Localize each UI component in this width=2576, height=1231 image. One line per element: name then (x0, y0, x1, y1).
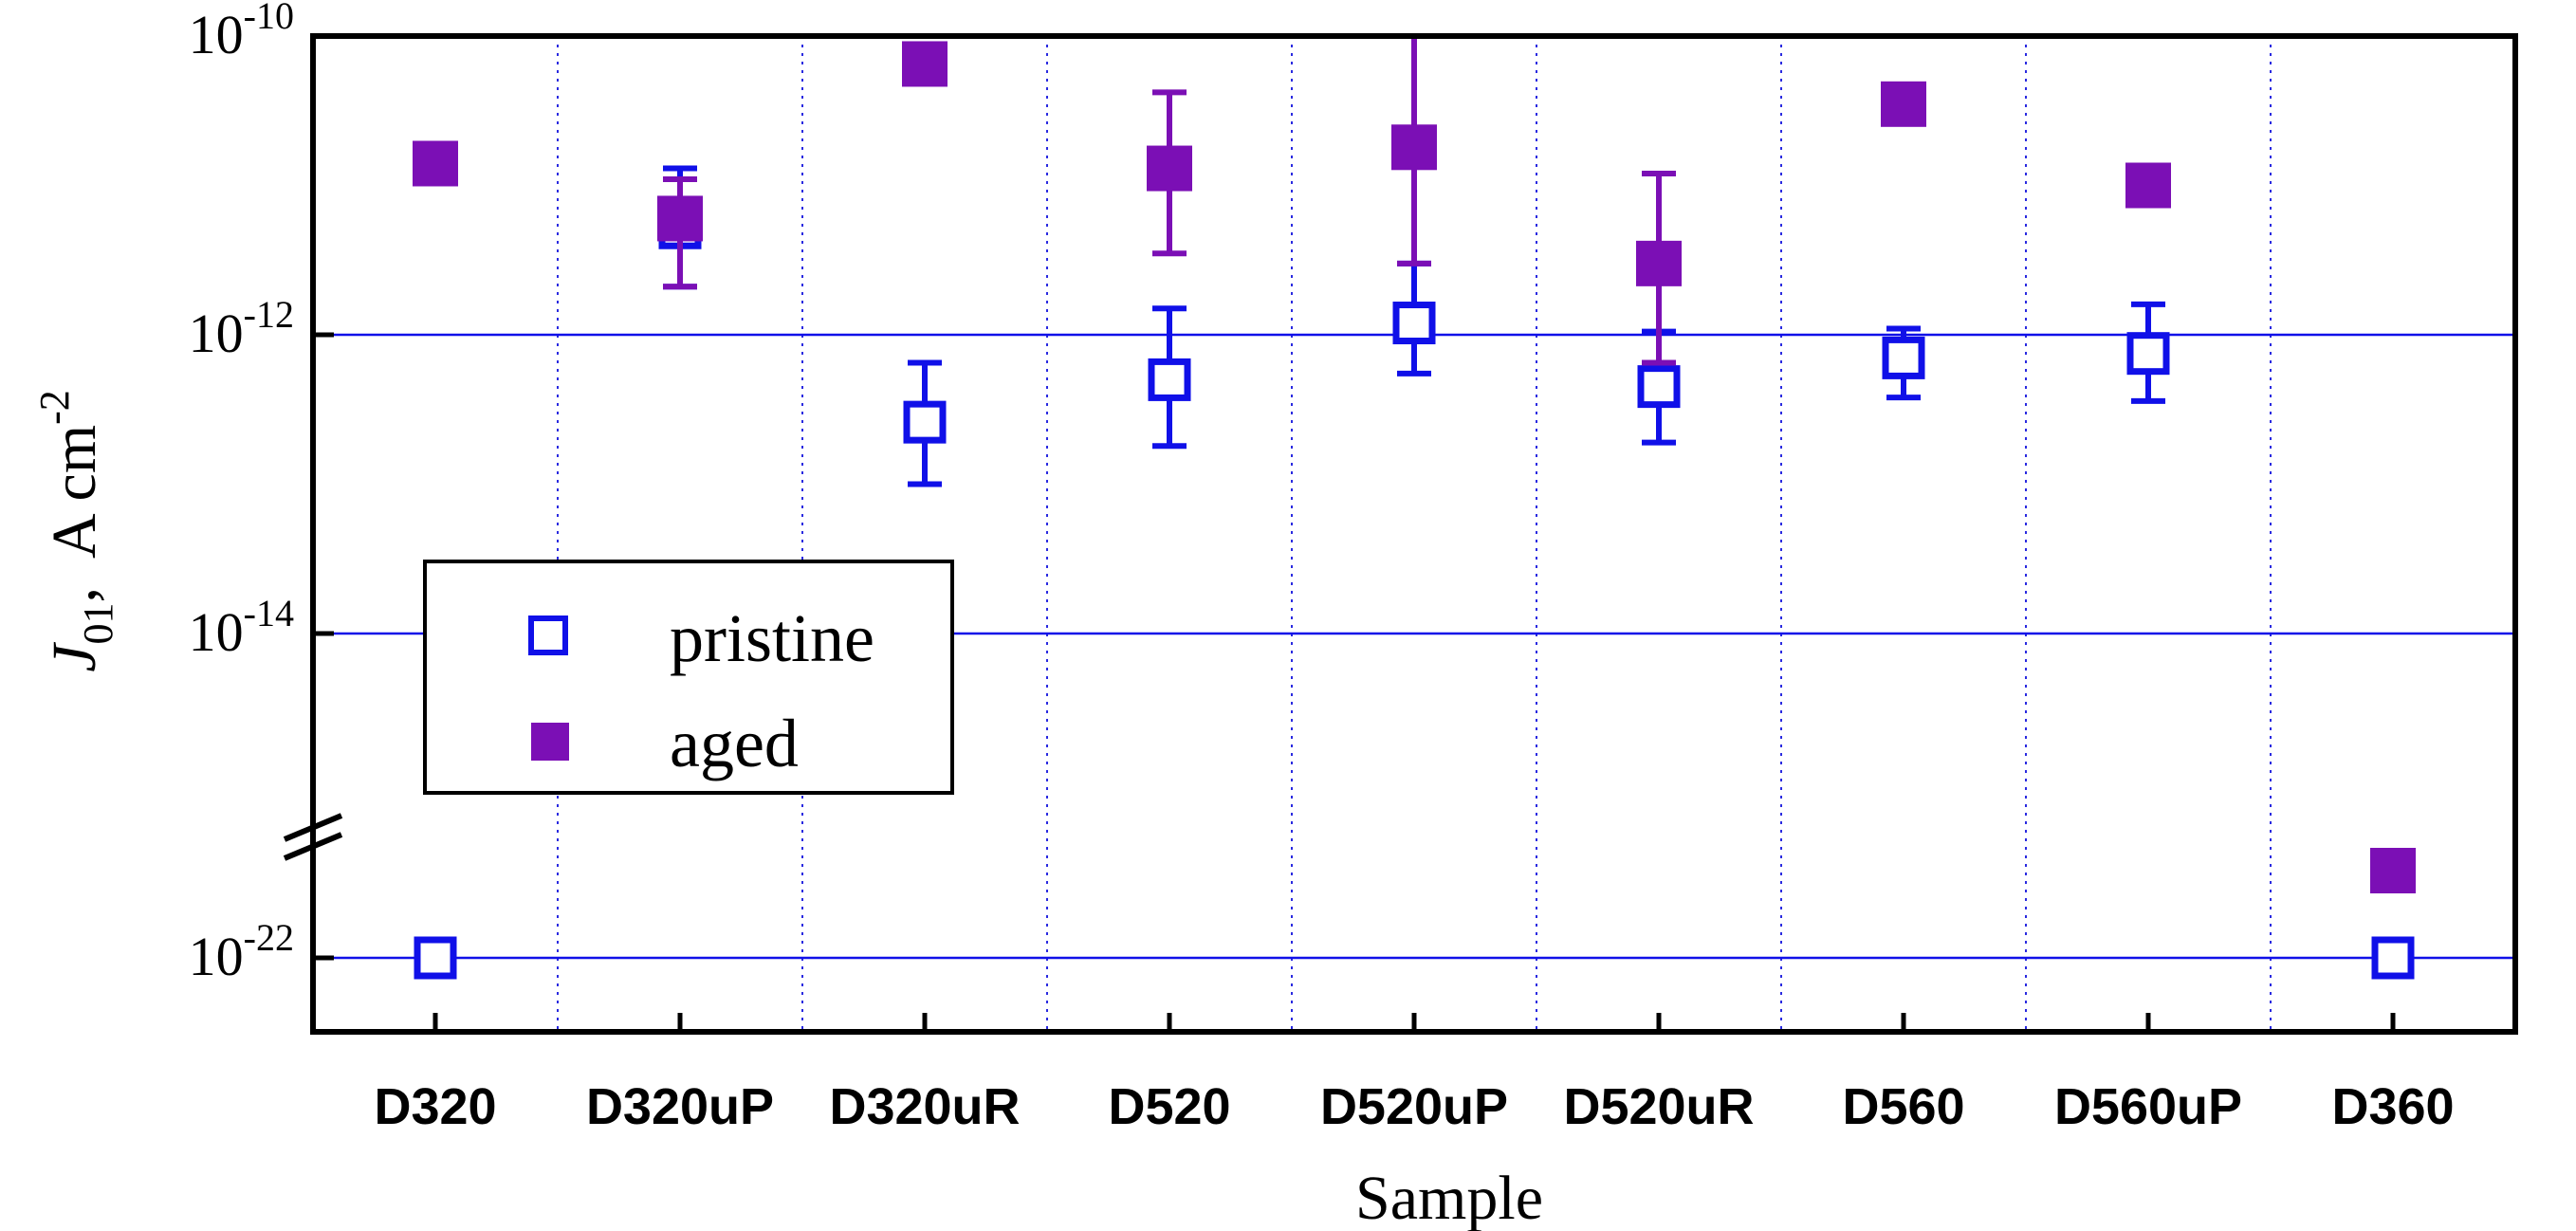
series-aged (413, 33, 2416, 893)
aged-point (902, 41, 948, 87)
x-tick-label: D320 (374, 1078, 496, 1135)
aged-point (1391, 124, 1437, 171)
pristine-point (903, 400, 947, 444)
aged-point (2370, 848, 2416, 893)
y-axis-title: J01, A cm-2 (31, 390, 121, 672)
y-tick-label: 10-22 (189, 916, 294, 987)
x-ticks: D320 D320uP D320uR D520 D520uP D520uR D560 D560… (374, 1013, 2455, 1135)
pristine-point (2371, 936, 2415, 980)
aged-point (1636, 240, 1682, 286)
legend-pristine-label: pristine (670, 600, 874, 676)
y-axis-unit: A cm (40, 425, 109, 559)
legend-aged-marker (531, 723, 569, 761)
aged-point (413, 140, 458, 187)
y-tick-label: 10-10 (189, 0, 294, 65)
pristine-point (1882, 336, 1925, 379)
pristine-point (1392, 302, 1436, 345)
y-axis-subscript: 01 (75, 603, 121, 645)
y-axis-separator: , (40, 587, 109, 603)
y-axis-unit-exponent: -2 (31, 390, 78, 425)
x-tick-label: D560 (1842, 1078, 1964, 1135)
x-axis-title: Sample (1355, 1164, 1543, 1231)
pristine-point (2126, 332, 2170, 376)
legend-box (423, 560, 954, 795)
x-tick-label: D520uR (1563, 1078, 1754, 1135)
y-axis-break (283, 813, 343, 861)
x-tick-label: D560uP (2054, 1078, 2242, 1135)
x-tick-label: D320uP (586, 1078, 774, 1135)
y-tick-label: 10-14 (189, 592, 294, 663)
x-tick-label: D520 (1108, 1078, 1230, 1135)
legend-aged-label: aged (670, 706, 799, 781)
aged-point (2125, 162, 2171, 209)
aged-point (657, 195, 703, 242)
pristine-point (1637, 365, 1681, 409)
pristine-point (414, 936, 457, 980)
aged-point (1147, 145, 1192, 192)
pristine-point (1148, 358, 1191, 401)
y-ticks: 10-10 10-12 10-14 10-22 (189, 0, 334, 987)
legend: pristine aged (423, 560, 954, 795)
x-tick-label: D520uP (1320, 1078, 1508, 1135)
x-tick-label: D320uR (829, 1078, 1020, 1135)
data-marks (413, 33, 2416, 980)
y-tick-label: 10-12 (189, 293, 294, 364)
aged-point (1881, 81, 1926, 127)
x-tick-label: D360 (2331, 1078, 2454, 1135)
legend-pristine-marker (528, 616, 568, 655)
y-axis-symbol: J (40, 642, 109, 672)
svg-text:J01,A cm-2: J01, A cm-2 (31, 390, 121, 672)
